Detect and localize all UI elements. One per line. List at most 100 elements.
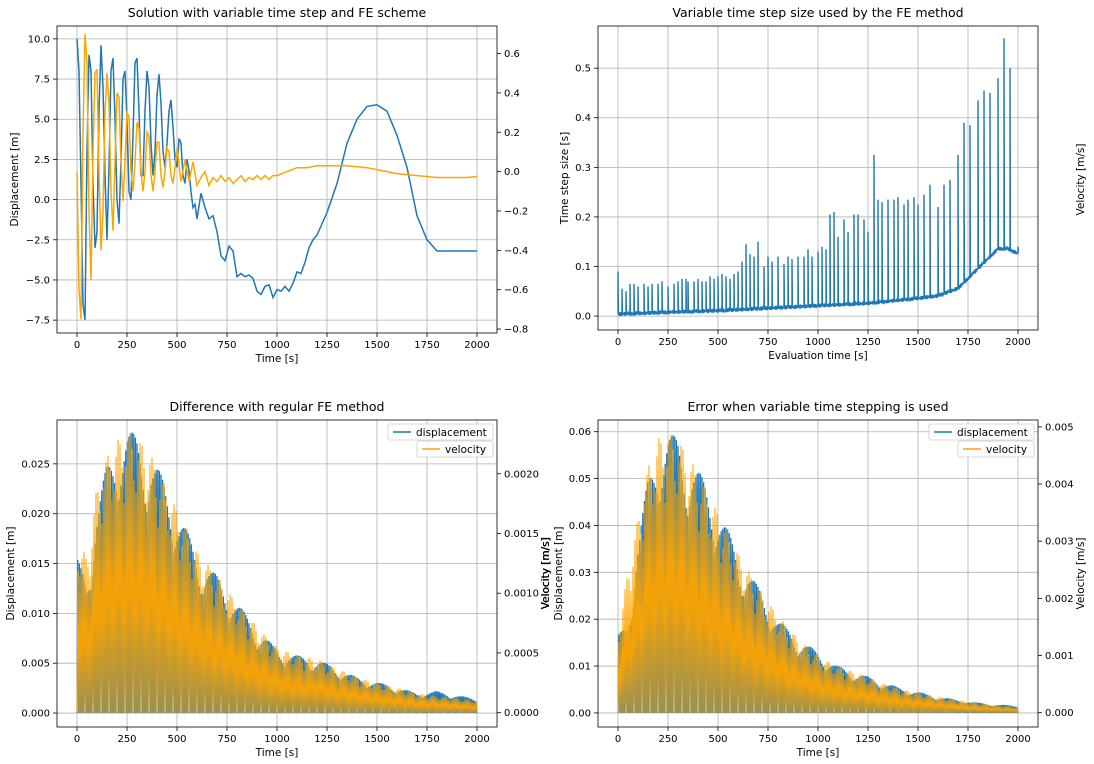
x-tick-label: 1250 <box>855 734 880 745</box>
x-axis: 0 250 500 750 1000 1250 1500 1750 2000 <box>615 727 1031 745</box>
y-axis-left: −7.5 −5.0 −2.5 0.0 2.5 5.0 7.5 10.0 <box>26 34 57 327</box>
y-right-tick-label: 0.002 <box>1045 594 1074 605</box>
y-tick-label: 0.0 <box>34 195 50 206</box>
y-right-tick-label: 0.005 <box>1045 422 1074 433</box>
x-tick-label: 1750 <box>955 734 980 745</box>
legend-label: velocity <box>445 444 486 456</box>
chart-panel-4: 0 250 500 750 1000 1250 1500 1750 2000 0.00 0.01 0.… <box>553 399 1087 759</box>
y-right-tick-label: 0.004 <box>1045 480 1074 491</box>
x-tick-label: 250 <box>117 734 136 745</box>
x-tick-label: 250 <box>658 337 677 348</box>
x-tick-label: 0 <box>615 337 621 348</box>
y-tick-label: 0.025 <box>21 459 50 470</box>
velocity-line <box>617 434 1019 713</box>
x-tick-label: 750 <box>758 337 777 348</box>
y-axis-label: Time step size [s] <box>559 132 571 225</box>
x-tick-label: 1000 <box>805 337 830 348</box>
x-tick-label: 2000 <box>1005 337 1030 348</box>
legend-box <box>416 440 494 458</box>
x-tick-label: 250 <box>117 340 136 351</box>
x-axis: 0 250 500 750 1000 1250 1500 1750 2000 <box>74 727 490 745</box>
chart-title: Difference with regular FE method <box>170 399 385 414</box>
x-tick-label: 1000 <box>264 340 289 351</box>
y-right-axis-label: Velocity [m/s] <box>1075 538 1087 610</box>
x-tick-label: 1250 <box>314 734 339 745</box>
y-right-tick-label: 0.0020 <box>504 469 539 480</box>
y-axis-right: −0.8 −0.6 −0.4 −0.2 0.0 0.2 0.4 0.6 <box>497 49 528 336</box>
y-right-tick-label: 0.2 <box>504 128 520 139</box>
velocity-line <box>76 33 478 320</box>
y-tick-label: 0.06 <box>569 427 591 438</box>
y-tick-label: 10.0 <box>28 34 50 45</box>
y-right-tick-label: −0.4 <box>504 246 528 257</box>
y-right-tick-label: 0.0005 <box>504 648 539 659</box>
y-tick-label: 0.00 <box>569 708 591 719</box>
y-tick-label: 2.5 <box>34 155 50 166</box>
y-tick-label: 0.4 <box>575 113 591 124</box>
chart-panel-1: 0 250 500 750 1000 1250 1500 1750 2000 −7.5 −5.0 −2… <box>9 5 1087 365</box>
x-tick-label: 2000 <box>1005 734 1030 745</box>
y-tick-label: 0.0 <box>575 312 591 323</box>
y-right-axis-label: Velocity [m/s] <box>540 538 552 610</box>
x-tick-label: 2000 <box>464 734 489 745</box>
chart-panel-3: 0 250 500 750 1000 1250 1500 1750 2000 0.000 0.005… <box>5 399 552 759</box>
y-right-tick-label: 0.6 <box>504 49 520 60</box>
x-tick-label: 1750 <box>955 337 980 348</box>
y-right-axis-label: Velocity [m/s] <box>1075 144 1087 216</box>
y-tick-label: 0.02 <box>569 615 591 626</box>
x-tick-label: 500 <box>708 734 727 745</box>
y-tick-label: 0.2 <box>575 212 591 223</box>
x-tick-label: 1000 <box>264 734 289 745</box>
x-tick-label: 1750 <box>414 734 439 745</box>
chart-title: Solution with variable time step and FE … <box>128 5 427 20</box>
y-right-tick-label: 0.001 <box>1045 651 1074 662</box>
y-tick-label: 0.1 <box>575 262 591 273</box>
x-tick-label: 2000 <box>464 340 489 351</box>
x-tick-label: 500 <box>167 340 186 351</box>
y-tick-label: 0.020 <box>21 509 50 520</box>
y-right-tick-label: −0.6 <box>504 285 528 296</box>
y-axis-left: 0.0 0.1 0.2 0.3 0.4 0.5 <box>575 64 598 323</box>
x-tick-label: 250 <box>658 734 677 745</box>
y-tick-label: −2.5 <box>26 235 50 246</box>
legend-label: displacement <box>416 427 487 439</box>
data-layer <box>76 33 478 321</box>
y-tick-label: 5.0 <box>34 115 50 126</box>
legend-box <box>928 423 1035 441</box>
y-tick-label: 0.005 <box>21 659 50 670</box>
y-axis-label: Displacement [m] <box>9 133 21 227</box>
legend: displacement velocity <box>387 423 494 458</box>
legend-box <box>387 423 494 441</box>
x-tick-label: 0 <box>615 734 621 745</box>
y-tick-label: 7.5 <box>34 75 50 86</box>
y-tick-label: 0.01 <box>569 662 591 673</box>
y-tick-label: 0.010 <box>21 609 50 620</box>
y-tick-label: −7.5 <box>26 316 50 327</box>
y-right-tick-label: 0.0015 <box>504 529 539 540</box>
y-right-tick-label: 0.4 <box>504 88 520 99</box>
y-axis-right: 0.0000 0.0005 0.0010 0.0015 0.0020 <box>497 469 539 719</box>
time-step-line <box>617 38 1020 317</box>
y-tick-label: 0.3 <box>575 163 591 174</box>
y-axis-label-extra: Velocity [m/s] <box>540 537 552 609</box>
x-tick-label: 1500 <box>364 340 389 351</box>
grid <box>57 26 497 333</box>
y-tick-label: −5.0 <box>26 275 50 286</box>
legend: displacement velocity <box>928 423 1035 458</box>
x-axis: 0 250 500 750 1000 1250 1500 1750 2000 <box>74 333 490 351</box>
y-right-tick-label: −0.8 <box>504 325 528 336</box>
data-layer <box>76 432 478 714</box>
velocity-line <box>76 433 478 713</box>
displacement-line <box>76 38 477 321</box>
x-tick-label: 0 <box>74 340 80 351</box>
x-tick-label: 750 <box>758 734 777 745</box>
x-tick-label: 1000 <box>805 734 830 745</box>
y-right-tick-label: 0.0000 <box>504 708 539 719</box>
y-tick-label: 0.04 <box>569 521 591 532</box>
x-tick-label: 1750 <box>414 340 439 351</box>
x-tick-label: 1500 <box>905 734 930 745</box>
y-right-tick-label: 0.0 <box>504 167 520 178</box>
y-right-tick-label: 0.0010 <box>504 589 539 600</box>
chart-title: Variable time step size used by the FE m… <box>672 5 963 20</box>
x-axis-label: Evaluation time [s] <box>768 350 867 362</box>
